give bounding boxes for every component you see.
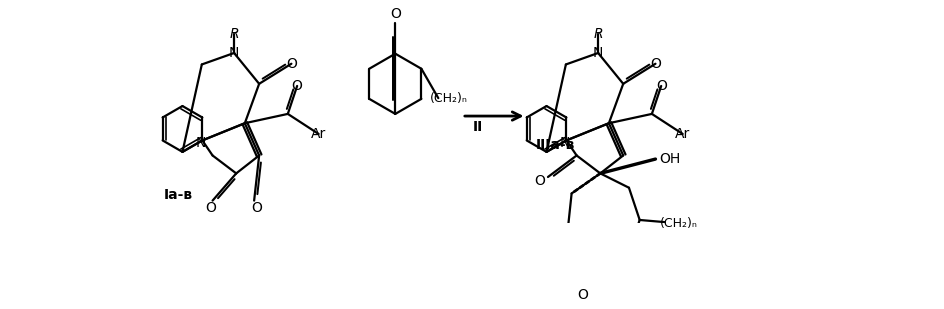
Text: O: O [650, 57, 661, 71]
Text: Ar: Ar [675, 127, 690, 141]
Text: IIIa-в: IIIa-в [535, 138, 575, 152]
Text: O: O [205, 201, 216, 215]
Text: O: O [534, 174, 545, 188]
Text: O: O [390, 7, 401, 21]
Text: R: R [594, 27, 603, 41]
Text: (CH₂)ₙ: (CH₂)ₙ [430, 92, 468, 105]
Text: Ar: Ar [311, 127, 327, 141]
Text: N: N [228, 46, 239, 60]
Text: N: N [195, 136, 206, 150]
Text: N: N [560, 136, 570, 150]
Text: O: O [286, 57, 296, 71]
Text: OH: OH [659, 152, 681, 166]
Text: Ia-в: Ia-в [163, 188, 193, 202]
Text: O: O [656, 79, 666, 93]
Text: (CH₂)ₙ: (CH₂)ₙ [660, 217, 698, 230]
Text: R: R [229, 27, 239, 41]
Text: II: II [473, 120, 483, 134]
Text: O: O [577, 288, 588, 302]
Text: O: O [292, 79, 303, 93]
Text: N: N [593, 46, 603, 60]
Text: O: O [251, 201, 261, 215]
